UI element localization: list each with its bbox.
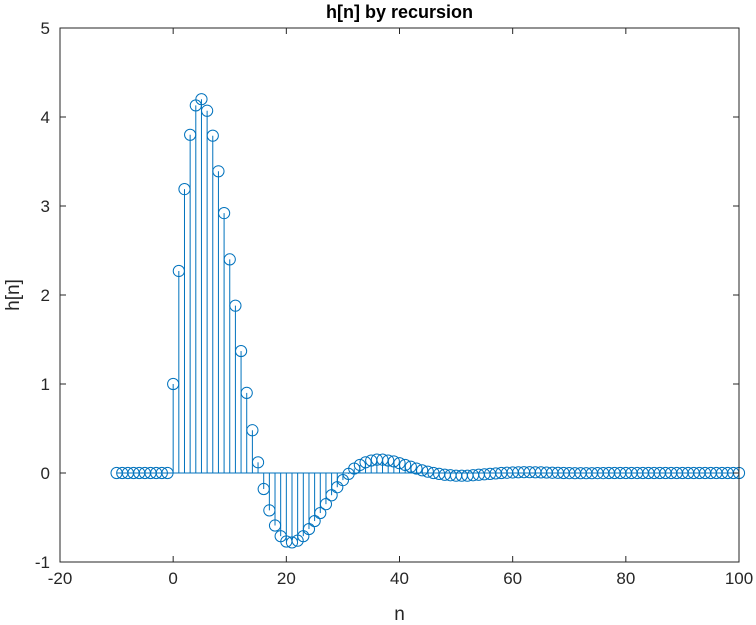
- stem-marker: [263, 504, 276, 517]
- x-tick-label: 60: [503, 569, 522, 588]
- stem-marker: [223, 253, 236, 266]
- stem-marker: [399, 458, 412, 472]
- x-tick-label: 40: [390, 569, 409, 588]
- stem-marker: [246, 424, 259, 437]
- stem-marker: [212, 165, 225, 178]
- y-tick-label: 1: [41, 375, 50, 394]
- stem-marker: [195, 93, 208, 106]
- stem-marker: [229, 299, 242, 312]
- x-tick-label: 80: [616, 569, 635, 588]
- stem-marker: [359, 456, 372, 469]
- x-axis-label: n: [394, 604, 405, 625]
- stem-marker: [201, 104, 214, 117]
- stem-marker: [393, 457, 406, 470]
- stem-marker: [234, 344, 248, 358]
- y-tick-label: 5: [41, 19, 50, 38]
- x-tick-label: -20: [48, 569, 73, 588]
- stem-marker: [251, 456, 265, 469]
- stem-marker: [167, 377, 180, 391]
- stem-marker: [161, 466, 174, 480]
- stem-marker: [410, 462, 423, 475]
- stem-marker: [314, 506, 327, 520]
- stem-marker: [155, 466, 168, 480]
- y-tick-label: 0: [41, 464, 50, 483]
- stem-marker: [302, 522, 316, 536]
- stem-marker: [178, 182, 191, 196]
- stem-marker: [421, 465, 434, 478]
- stem-marker: [308, 514, 321, 528]
- stem-marker: [257, 482, 270, 496]
- axes-box: [59, 27, 740, 563]
- stem-marker: [217, 207, 231, 220]
- stem-marker: [206, 129, 219, 142]
- stem-marker: [268, 519, 282, 532]
- stem-marker: [387, 455, 400, 468]
- x-tick-label: 20: [277, 569, 296, 588]
- stem-marker: [353, 458, 366, 472]
- stem-series: [110, 93, 746, 549]
- stem-marker: [240, 386, 253, 399]
- chart-title: h[n] by recursion: [326, 2, 473, 22]
- stem-marker: [319, 498, 333, 511]
- y-tick-label: 4: [41, 108, 50, 127]
- stem-marker: [404, 460, 417, 473]
- x-tick-label: 0: [168, 569, 177, 588]
- y-tick-label: -1: [35, 553, 50, 572]
- stem-marker: [285, 536, 299, 549]
- stem-marker: [184, 128, 197, 141]
- y-axis-label: h[n]: [3, 279, 24, 311]
- stem-marker: [325, 489, 338, 502]
- y-tick-label: 3: [41, 197, 50, 216]
- stem-marker: [416, 464, 429, 477]
- plot-area: [60, 28, 739, 562]
- stem-marker: [172, 264, 185, 278]
- stem-marker: [382, 454, 395, 467]
- x-tick-label: 100: [725, 569, 753, 588]
- y-tick-label: 2: [41, 286, 50, 305]
